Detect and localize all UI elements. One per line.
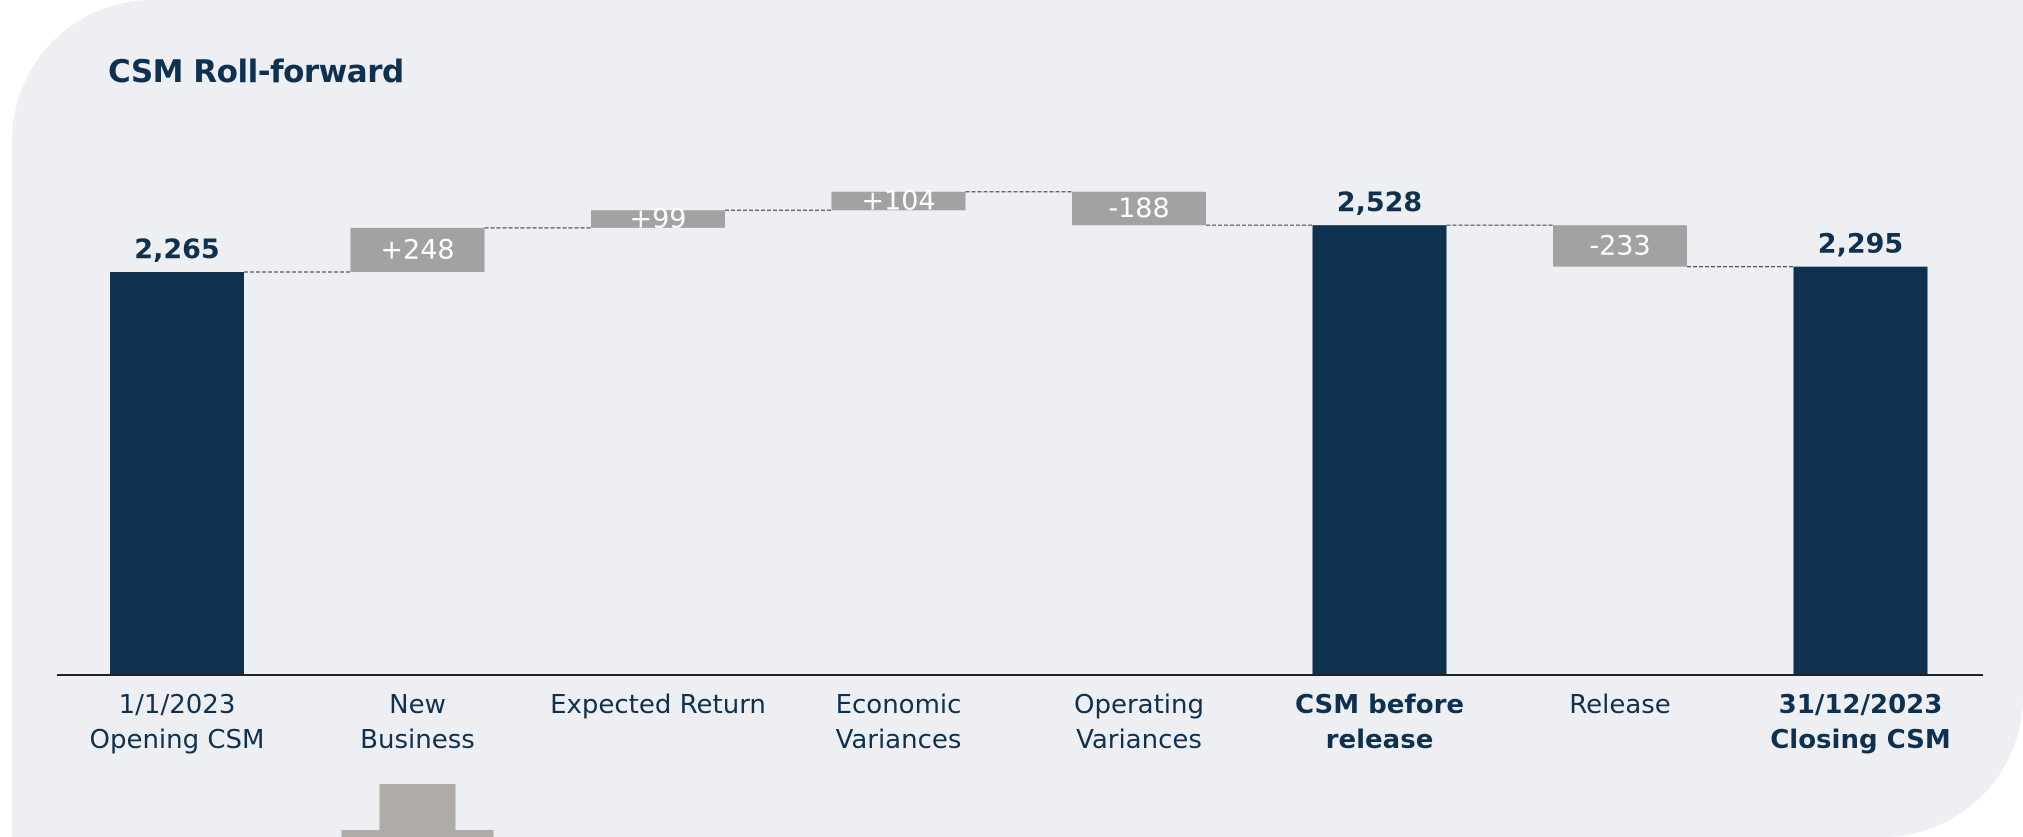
category-label: 31/12/2023 Closing CSM xyxy=(1770,690,1951,755)
category-label: Operating Variances xyxy=(1074,690,1204,755)
delta-bar xyxy=(591,210,725,228)
total-bar xyxy=(1312,225,1447,675)
data-label: +104 xyxy=(861,186,935,217)
total-bar xyxy=(110,272,244,675)
data-label: -188 xyxy=(1108,193,1169,224)
chart-title: CSM Roll-forward xyxy=(108,54,404,90)
delta-bar xyxy=(350,227,485,272)
delta-bar xyxy=(1553,225,1687,267)
category-label: 1/1/2023 Opening CSM xyxy=(89,690,264,755)
chart-panel xyxy=(12,0,2023,837)
data-label: 2,528 xyxy=(1337,187,1422,218)
down-arrow-icon xyxy=(341,784,494,837)
data-label: +99 xyxy=(630,204,687,235)
category-label: Release xyxy=(1569,690,1671,720)
data-label: +248 xyxy=(380,234,454,265)
category-label: Expected Return xyxy=(550,690,766,720)
data-label: -233 xyxy=(1589,230,1650,261)
data-label: 2,265 xyxy=(134,234,219,265)
total-bar xyxy=(1793,266,1928,675)
delta-bar xyxy=(1072,191,1206,226)
category-label: Economic Variances xyxy=(836,690,962,755)
category-label: CSM before release xyxy=(1295,690,1464,755)
category-label: New Business xyxy=(360,690,475,755)
data-label: 2,295 xyxy=(1818,229,1903,260)
delta-bar xyxy=(831,191,966,211)
